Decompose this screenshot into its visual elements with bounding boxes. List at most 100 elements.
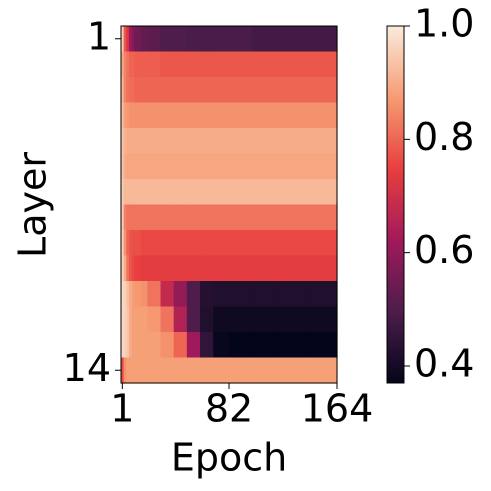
heatmap-cell xyxy=(213,357,230,384)
heatmap-cell xyxy=(252,26,280,53)
heatmap-cell xyxy=(305,26,338,53)
heatmap-cell xyxy=(173,281,188,308)
heatmap-cell xyxy=(128,255,133,282)
heatmap-cell xyxy=(140,153,148,180)
heatmap-cell xyxy=(160,153,175,180)
heatmap-cell xyxy=(229,230,254,257)
heatmap-cell xyxy=(160,102,175,129)
heatmap-cell xyxy=(200,204,214,231)
heatmap-cell xyxy=(126,332,130,359)
heatmap-cell xyxy=(123,357,127,384)
heatmap-cell xyxy=(131,357,135,384)
heatmap-cell xyxy=(252,332,280,359)
heatmap-cell xyxy=(279,281,306,308)
heatmap-cell xyxy=(229,179,254,206)
heatmap-cell xyxy=(173,332,188,359)
heatmap-cell xyxy=(173,153,188,180)
heatmap-cell xyxy=(121,26,125,53)
heatmap-cell xyxy=(121,332,125,359)
heatmap-cell xyxy=(123,128,127,155)
heatmap-cell xyxy=(128,230,133,257)
heatmap-cell xyxy=(140,77,148,104)
x-tick-label: 1 xyxy=(110,387,134,431)
heatmap-cell xyxy=(200,77,214,104)
heatmap-cell xyxy=(229,128,254,155)
heatmap-cell xyxy=(213,332,230,359)
heatmap-cell xyxy=(147,204,162,231)
heatmap-cell xyxy=(200,357,214,384)
heatmap-cell xyxy=(305,204,338,231)
heatmap-cell xyxy=(305,306,338,333)
heatmap-cell xyxy=(126,204,130,231)
heatmap-cell xyxy=(121,77,125,104)
heatmap-cell xyxy=(305,179,338,206)
heatmap-cell xyxy=(200,128,214,155)
heatmap-cell xyxy=(126,26,130,53)
heatmap-cell xyxy=(126,357,130,384)
heatmap-cell xyxy=(200,26,214,53)
heatmap-cell xyxy=(131,179,135,206)
heatmap-cell xyxy=(147,179,162,206)
heatmap-cell xyxy=(279,179,306,206)
colorbar-tick-label: 0.8 xyxy=(414,115,474,159)
heatmap-cell xyxy=(186,26,201,53)
heatmap-cell xyxy=(186,153,201,180)
heatmap-cell xyxy=(131,77,135,104)
heatmap-cell xyxy=(134,77,142,104)
heatmap-cell xyxy=(305,230,338,257)
heatmap-cell xyxy=(305,51,338,78)
heatmap-cell xyxy=(186,128,201,155)
heatmap-cell xyxy=(147,77,162,104)
heatmap-cell xyxy=(131,230,135,257)
heatmap-cell xyxy=(128,102,133,129)
heatmap-cell xyxy=(126,153,130,180)
heatmap-cell xyxy=(121,102,125,129)
heatmap-cell xyxy=(252,51,280,78)
heatmap-cell xyxy=(126,102,130,129)
heatmap-cell xyxy=(186,281,201,308)
heatmap-cell xyxy=(252,204,280,231)
heatmap-cell xyxy=(128,204,133,231)
heatmap-cell xyxy=(200,51,214,78)
heatmap-cell xyxy=(147,153,162,180)
y-axis-label: Layer xyxy=(11,152,55,258)
heatmap-cell xyxy=(213,128,230,155)
heatmap-cell xyxy=(160,204,175,231)
heatmap-cell xyxy=(173,357,188,384)
heatmap-cell xyxy=(123,204,127,231)
heatmap-cell xyxy=(229,306,254,333)
heatmap-cell xyxy=(213,77,230,104)
heatmap-cell xyxy=(160,51,175,78)
heatmap-cell xyxy=(279,230,306,257)
heatmap-cell xyxy=(229,26,254,53)
heatmap-cell xyxy=(229,51,254,78)
heatmap-cell xyxy=(126,281,130,308)
heatmap-cell xyxy=(123,332,127,359)
heatmap-cell xyxy=(121,281,125,308)
heatmap-cell xyxy=(186,255,201,282)
heatmap-cell xyxy=(140,128,148,155)
heatmap-cell xyxy=(121,230,125,257)
y-tick-label: 14 xyxy=(63,346,111,390)
heatmap-cell xyxy=(305,281,338,308)
heatmap-cell xyxy=(134,179,142,206)
heatmap-cell xyxy=(140,357,148,384)
heatmap-cell xyxy=(160,281,175,308)
heatmap-cell xyxy=(131,281,135,308)
heatmap-cell xyxy=(140,26,148,53)
heatmap-cell xyxy=(134,204,142,231)
heatmap-cell xyxy=(305,357,338,384)
heatmap-cell xyxy=(126,77,130,104)
heatmap-cell xyxy=(123,26,127,53)
colorbar-tick-label: 0.4 xyxy=(414,342,474,386)
heatmap-cell xyxy=(173,102,188,129)
heatmap-cell xyxy=(126,230,130,257)
heatmap-cell xyxy=(173,51,188,78)
heatmap-cell xyxy=(128,153,133,180)
heatmap-cell xyxy=(147,332,162,359)
heatmap-cell xyxy=(200,281,214,308)
heatmap-cell xyxy=(123,153,127,180)
heatmap-cell xyxy=(131,102,135,129)
heatmap-cell xyxy=(126,128,130,155)
heatmap-cell xyxy=(140,281,148,308)
